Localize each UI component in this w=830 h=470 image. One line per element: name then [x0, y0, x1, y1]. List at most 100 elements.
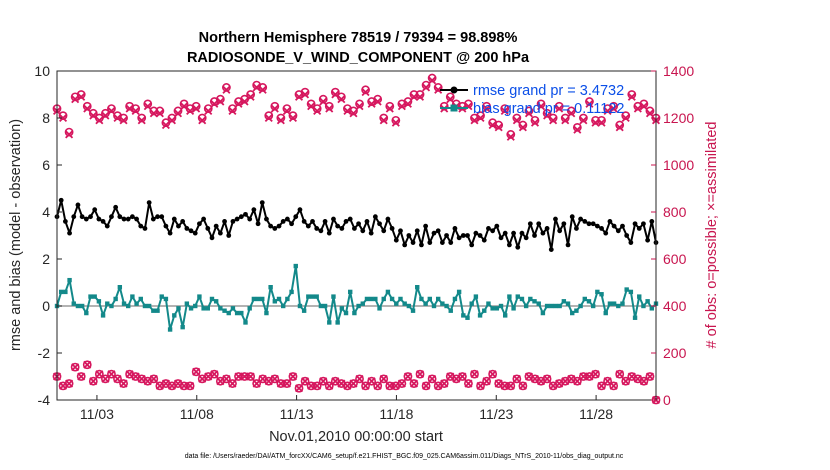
rmse-point	[255, 221, 261, 227]
obs-low-possible-point	[94, 369, 104, 379]
obs-assimilated-point	[379, 116, 388, 125]
bias-point	[603, 310, 608, 316]
rmse-point	[561, 221, 567, 227]
obs-low-assimilated-point	[161, 379, 170, 388]
rmse-point	[385, 216, 391, 222]
obs-assimilated-point	[65, 130, 74, 139]
bias-point	[402, 301, 407, 306]
rmse-point	[569, 214, 575, 220]
obs-assimilated-point	[627, 92, 636, 101]
obs-low-assimilated-point	[597, 381, 606, 390]
rmse-point	[460, 233, 466, 238]
obs-assimilated-point	[355, 102, 364, 111]
bias-point	[314, 294, 319, 299]
obs-low-assimilated-point	[482, 377, 491, 386]
rmse-point	[565, 242, 571, 248]
bias-point	[373, 296, 378, 302]
y-axis-label: rmse and bias (model - observation)	[8, 119, 24, 351]
obs-assimilated-point	[282, 106, 291, 115]
rmse-point	[360, 228, 366, 234]
obs-low-assimilated-point	[349, 379, 358, 388]
bias-point	[641, 303, 646, 309]
obs-low-assimilated-point	[373, 381, 382, 390]
obs-assimilated-point	[482, 104, 491, 113]
bias-point	[394, 301, 399, 306]
obs-low-assimilated-point	[361, 381, 370, 390]
obs-low-assimilated-point	[113, 374, 122, 383]
obs-assimilated-point	[555, 104, 564, 113]
rmse-point	[486, 226, 491, 231]
obs-assimilated-point	[573, 125, 582, 134]
rmse-point	[532, 233, 537, 238]
obs-low-assimilated-point	[95, 370, 104, 379]
obs-assimilated-point	[204, 106, 213, 115]
bias-point	[565, 301, 571, 306]
obs-low-possible-point	[488, 369, 498, 379]
obs-low-possible-point	[76, 372, 86, 381]
legend-bias-marker	[450, 104, 458, 112]
bias-point	[243, 320, 248, 325]
bias-point	[611, 301, 617, 306]
bias-point	[498, 303, 504, 309]
rmse-point	[540, 230, 546, 236]
obs-low-assimilated-point	[633, 374, 642, 383]
obs-low-assimilated-point	[397, 379, 406, 388]
rmse-point	[628, 240, 634, 245]
obs-assimilated-point	[149, 109, 158, 118]
rmse-point	[553, 216, 558, 222]
bias-point	[431, 303, 437, 309]
obs-assimilated-point	[567, 109, 576, 118]
obs-low-assimilated-point	[343, 381, 352, 390]
obs-low-possible-point	[276, 379, 286, 388]
obs-low-assimilated-point	[543, 374, 552, 383]
rmse-point	[603, 230, 609, 236]
obs-assimilated-point	[597, 118, 606, 127]
obs-assimilated-point	[373, 97, 382, 106]
obs-assimilated-point	[609, 104, 618, 113]
bias-point	[469, 301, 474, 306]
rmse-point	[142, 226, 148, 231]
obs-low-assimilated-point	[325, 381, 334, 390]
bias-point	[176, 306, 181, 311]
obs-low-assimilated-point	[89, 377, 98, 386]
bias-point	[444, 303, 449, 309]
obs-low-assimilated-point	[627, 372, 636, 381]
obs-low-assimilated-point	[143, 377, 152, 386]
obs-assimilated-point	[524, 109, 533, 118]
obs-assimilated-point	[518, 123, 527, 132]
obs-assimilated-point	[71, 95, 80, 104]
obs-assimilated-point	[500, 106, 509, 115]
obs-low-assimilated-point	[391, 381, 400, 390]
obs-low-assimilated-series	[52, 360, 661, 405]
y-right-tick-label: 400	[663, 298, 687, 314]
y-tick-label: 4	[42, 204, 50, 220]
obs-low-assimilated-point	[591, 370, 600, 379]
bias-point	[327, 320, 332, 325]
obs-low-assimilated-point	[186, 381, 195, 390]
obs-low-assimilated-point	[434, 381, 443, 390]
rmse-point	[557, 228, 563, 234]
y-tick-label: -4	[38, 392, 51, 408]
legend-bias-label: bias grand pr = 0.11122	[473, 101, 624, 117]
obs-low-possible-point	[645, 372, 655, 381]
obs-low-assimilated-point	[246, 372, 255, 381]
bias-point	[637, 294, 642, 299]
rmse-point	[264, 216, 269, 222]
bias-point	[452, 296, 458, 302]
obs-low-assimilated-point	[458, 372, 467, 381]
obs-low-assimilated-point	[422, 381, 431, 390]
bias-point	[348, 289, 353, 295]
obs-low-assimilated-point	[524, 372, 533, 381]
rmse-point	[100, 219, 106, 224]
bias-point	[385, 289, 391, 295]
obs-assimilated-point	[621, 113, 630, 123]
x-axis-label: Nov.01,2010 00:00:00 start	[269, 429, 443, 445]
rmse-point	[205, 226, 211, 231]
bias-point	[180, 324, 185, 330]
bias-point	[482, 308, 487, 313]
bias-point	[440, 301, 445, 306]
y-tick-label: 2	[42, 251, 50, 267]
obs-low-assimilated-point	[77, 372, 86, 381]
obs-low-assimilated-point	[537, 377, 546, 386]
obs-low-assimilated-point	[301, 377, 310, 386]
